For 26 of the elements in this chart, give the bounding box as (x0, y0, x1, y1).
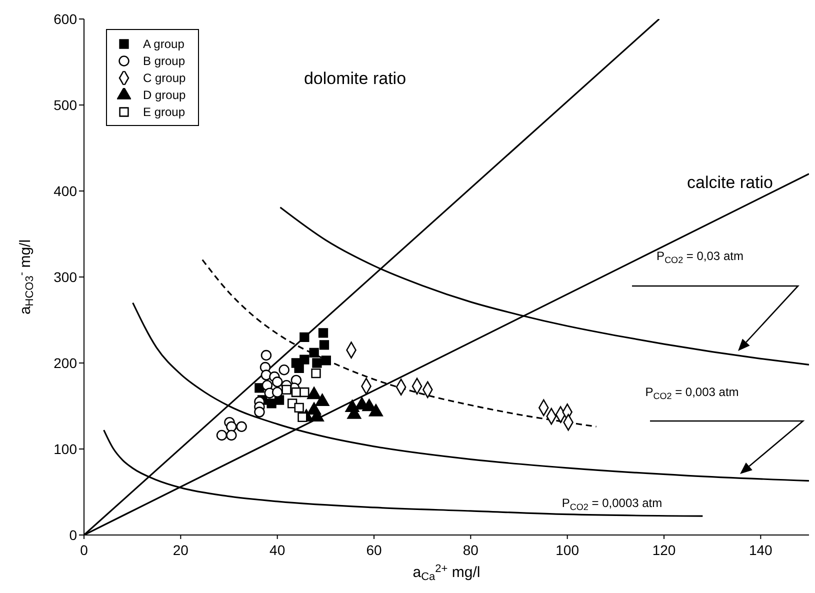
y-tick-label: 100 (54, 440, 78, 457)
y-tick-label: 0 (69, 526, 78, 543)
x-tick-label: 80 (462, 542, 479, 558)
y-tick-label: 400 (54, 182, 78, 199)
x-tick-label: 0 (80, 542, 88, 558)
legend-label: E group (143, 104, 186, 118)
y-tick-label: 500 (54, 96, 78, 113)
x-tick-label: 140 (748, 542, 773, 558)
y-tick-label: 600 (54, 10, 78, 27)
x-axis-title: a$_{Ca}$$^{2+}$ mg/l (412, 563, 480, 584)
annotation: P$_{CO2}$ = 0,0003 atm (562, 496, 662, 512)
x-tick-label: 60 (366, 542, 382, 558)
legend-label: D group (143, 88, 186, 102)
legend-label: B group (143, 54, 186, 68)
y-tick-label: 300 (54, 268, 78, 285)
x-tick-label: 120 (652, 542, 676, 558)
legend-label: A group (143, 36, 184, 50)
y-tick-label: 200 (54, 354, 78, 371)
annotation: calcite ratio (687, 173, 773, 192)
annotation: P$_{CO2}$ = 0,03 atm (656, 249, 744, 265)
legend-label: C group (143, 70, 186, 84)
x-tick-label: 40 (270, 542, 286, 558)
x-tick-label: 20 (172, 542, 189, 558)
annotation: dolomite ratio (304, 69, 406, 88)
x-tick-label: 100 (556, 542, 580, 558)
annotation: P$_{CO2}$ = 0,003 atm (645, 385, 739, 401)
